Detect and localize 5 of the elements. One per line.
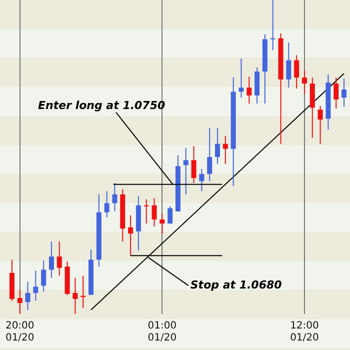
x-tick-label: 20:00 01/20 [5, 320, 34, 344]
ref-line-label: Stop at 1.0680 [190, 278, 282, 292]
ref-line-label: Enter long at 1.0750 [38, 99, 166, 112]
x-tick-label: 12:00 01/20 [290, 320, 319, 344]
x-tick-label: 01:00 01/20 [148, 320, 177, 344]
